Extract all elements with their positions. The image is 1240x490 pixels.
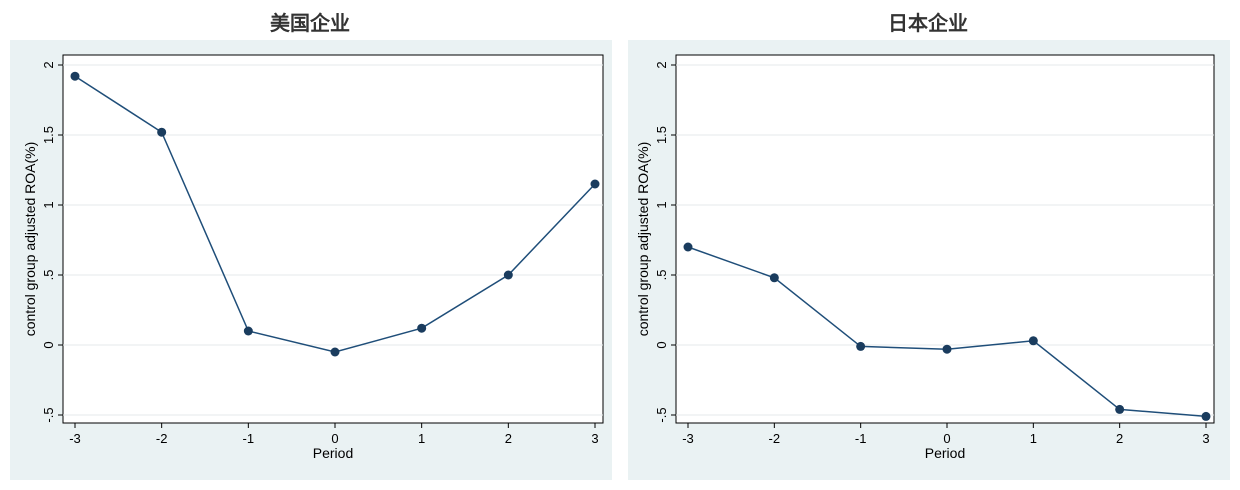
x-tick-label: -2 bbox=[769, 431, 781, 446]
y-tick-label: 1 bbox=[41, 201, 56, 208]
data-point bbox=[1028, 336, 1038, 346]
data-point bbox=[70, 71, 80, 81]
data-point bbox=[1201, 411, 1211, 421]
x-tick-label: -3 bbox=[69, 431, 81, 446]
data-point bbox=[856, 341, 866, 351]
plot-area bbox=[675, 54, 1215, 424]
data-point bbox=[942, 344, 952, 354]
x-tick-label: 0 bbox=[943, 431, 950, 446]
data-point bbox=[157, 127, 167, 137]
data-point bbox=[683, 242, 693, 252]
x-tick-label: 3 bbox=[1202, 431, 1209, 446]
x-tick-label: 1 bbox=[1030, 431, 1037, 446]
y-tick-label: 1.5 bbox=[654, 126, 669, 144]
chart-title-japan: 日本企业 bbox=[888, 11, 968, 35]
y-tick-label: 0 bbox=[41, 341, 56, 348]
y-tick-label: 1.5 bbox=[41, 126, 56, 144]
x-tick-label: 2 bbox=[1116, 431, 1123, 446]
x-tick-label: -1 bbox=[243, 431, 255, 446]
x-tick-label: -2 bbox=[156, 431, 168, 446]
chart-panel-japan: -.5 0 .5 1 1.5 2 -3 -2 -1 0 1 2 3 Period control group… bbox=[628, 40, 1230, 480]
chart-panel-us: -.5 0 .5 1 1.5 2 -3 -2 -1 0 1 2 3 Period control group… bbox=[10, 40, 612, 480]
data-point bbox=[330, 347, 340, 357]
chart-title-us: 美国企业 bbox=[270, 11, 350, 35]
y-tick-label: .5 bbox=[41, 270, 56, 281]
y-tick-label: 0 bbox=[654, 341, 669, 348]
y-tick-label: 2 bbox=[41, 61, 56, 68]
plot-area bbox=[62, 54, 604, 424]
data-point bbox=[417, 323, 427, 333]
y-tick-label: .5 bbox=[654, 270, 669, 281]
y-tick-label: -.5 bbox=[654, 407, 669, 422]
x-tick-label: 0 bbox=[331, 431, 338, 446]
x-axis-label: Period bbox=[313, 445, 353, 461]
y-tick-label: 1 bbox=[654, 201, 669, 208]
data-point bbox=[503, 270, 513, 280]
data-point bbox=[1115, 404, 1125, 414]
y-tick-label: 2 bbox=[654, 61, 669, 68]
data-point bbox=[243, 326, 253, 336]
y-axis-label: control group adjusted ROA(%) bbox=[22, 142, 38, 337]
y-axis-label: control group adjusted ROA(%) bbox=[635, 142, 651, 337]
x-tick-label: 2 bbox=[505, 431, 512, 446]
data-point bbox=[769, 273, 779, 283]
y-tick-label: -.5 bbox=[41, 407, 56, 422]
data-point bbox=[590, 179, 600, 189]
x-tick-label: 1 bbox=[418, 431, 425, 446]
x-tick-label: -1 bbox=[855, 431, 867, 446]
x-tick-label: -3 bbox=[682, 431, 694, 446]
x-tick-label: 3 bbox=[591, 431, 598, 446]
x-axis-label: Period bbox=[925, 445, 965, 461]
